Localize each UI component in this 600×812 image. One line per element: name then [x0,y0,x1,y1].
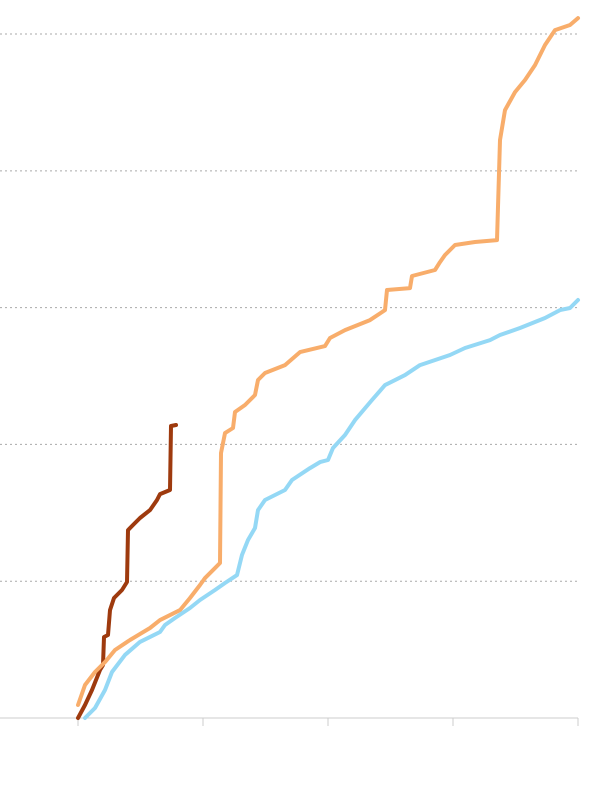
line-series [76,16,580,707]
line-series [83,298,580,720]
